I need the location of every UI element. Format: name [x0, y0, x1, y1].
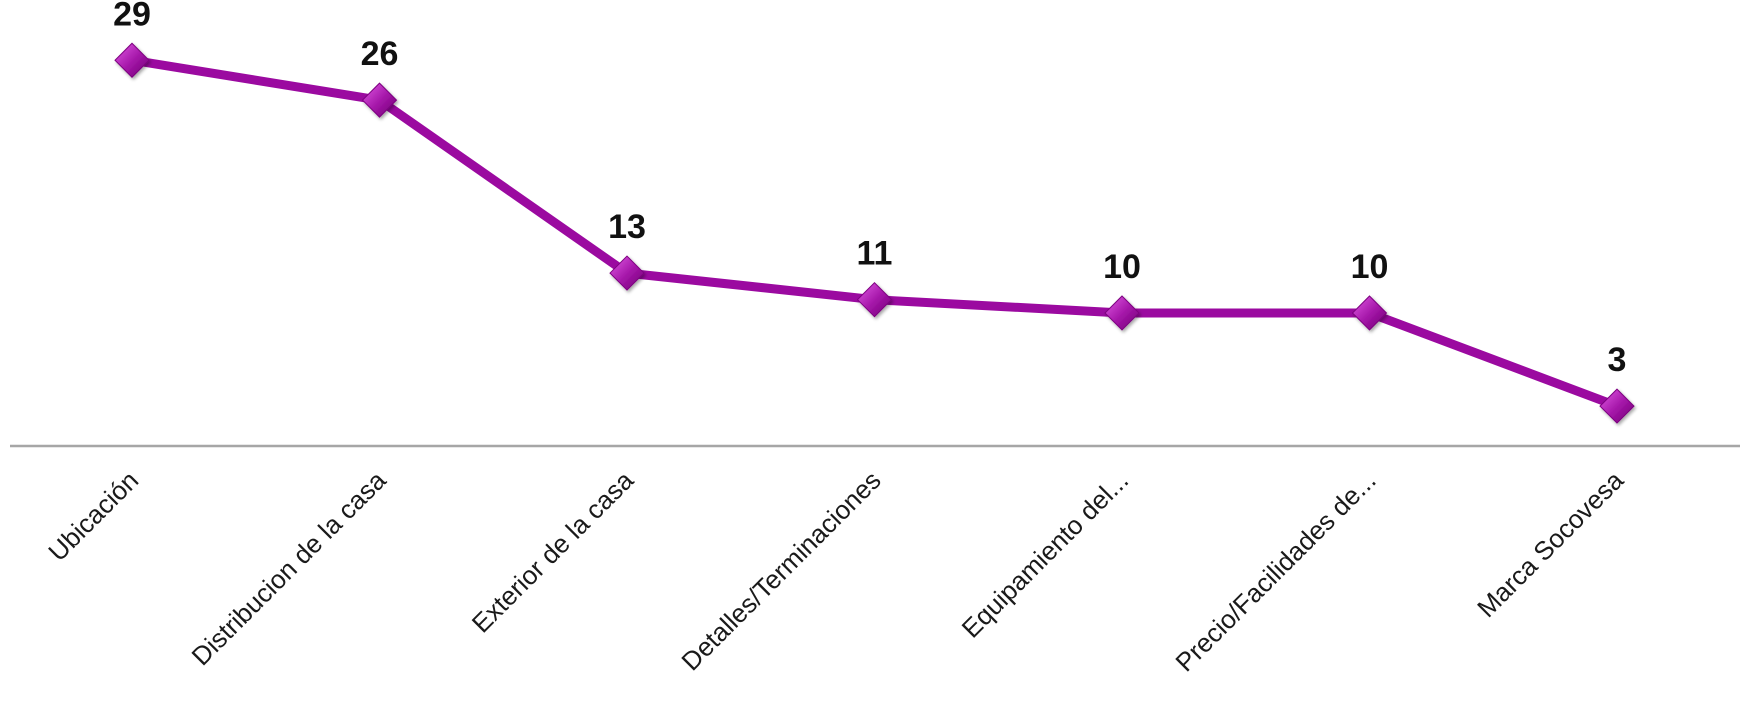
data-point-marker	[1104, 295, 1140, 331]
x-tick-label: Marca Socovesa	[1471, 465, 1630, 624]
data-point-marker	[114, 42, 150, 78]
markers-group	[114, 42, 1635, 424]
data-label: 10	[1351, 248, 1389, 286]
x-tick-label: Distribucion de la casa	[186, 465, 393, 672]
x-tick-label: Ubicación	[42, 465, 144, 567]
data-label: 10	[1103, 248, 1141, 286]
x-tick-label: Exterior de la casa	[466, 465, 640, 639]
x-tick-label: Detalles/Terminaciones	[675, 465, 886, 676]
data-point-marker	[1599, 388, 1635, 424]
x-tick-label: Precio/Facilidades de...	[1169, 465, 1381, 677]
data-label: 11	[857, 235, 893, 273]
series-group	[131, 55, 1619, 411]
x-tick-labels-group: Ubicación Distribucion de la casa Exterior…	[42, 465, 1629, 678]
series-line	[131, 55, 1619, 411]
data-label: 3	[1608, 341, 1627, 379]
data-point-marker	[856, 281, 893, 318]
data-point-marker	[361, 82, 398, 118]
x-tick-label: Equipamiento del...	[956, 465, 1135, 644]
data-label: 26	[361, 35, 399, 73]
data-point-marker	[1351, 295, 1388, 331]
data-labels-group: 29 26 13 11 10 10 3	[113, 0, 1626, 379]
data-label: 13	[608, 208, 646, 246]
data-point-marker	[609, 255, 645, 291]
data-label: 29	[113, 0, 151, 33]
